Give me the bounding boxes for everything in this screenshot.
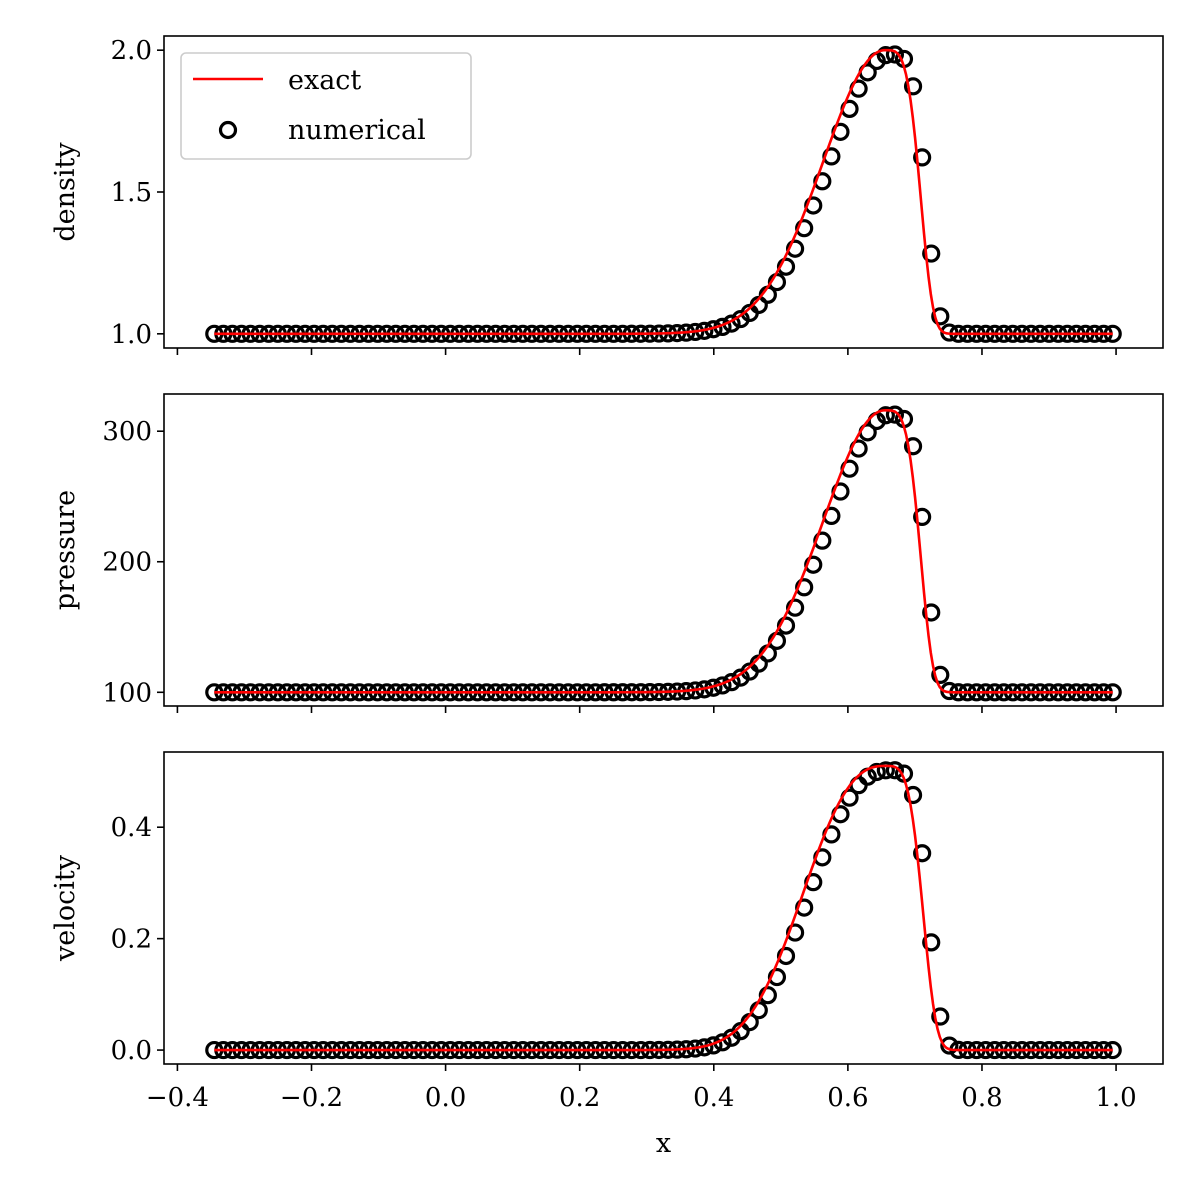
exact-line: [214, 409, 1113, 694]
numerical-point: [776, 946, 796, 966]
numerical-point: [795, 578, 814, 597]
x-tick-label: 0.2: [559, 1083, 600, 1113]
plot-area: [205, 761, 1122, 1060]
x-tick-label: 0.8: [961, 1083, 1002, 1113]
plot-area: [205, 45, 1122, 343]
numerical-point: [940, 1036, 959, 1055]
numerical-point: [922, 933, 941, 952]
numerical-point: [885, 761, 905, 780]
axes-frame: [163, 35, 1164, 349]
numerical-point: [885, 405, 905, 424]
panel-pressure: 100 200 300 pressure: [50, 393, 1164, 713]
numerical-point: [795, 219, 814, 238]
y-tick-label: 300: [102, 417, 152, 447]
x-tick-label: 0.6: [827, 1083, 868, 1113]
numerical-point: [885, 45, 905, 64]
x-tick-label: −0.2: [280, 1083, 343, 1113]
x-tick-label: 1.0: [1095, 1083, 1136, 1113]
numerical-point: [804, 196, 823, 215]
numerical-point: [767, 967, 787, 987]
x-axis-label: x: [656, 1128, 671, 1159]
y-axis-label: pressure: [50, 490, 81, 610]
plot-area: [205, 405, 1122, 702]
x-tick-label: 0.4: [693, 1083, 734, 1113]
y-tick-label: 0.0: [111, 1036, 152, 1066]
numerical-point: [758, 986, 777, 1005]
legend-exact-label: exact: [288, 65, 361, 96]
panel-velocity: 0.0 0.2 0.4 −0.4 −0.2 0.0 0.2 0.4 0.6 0.8 1.0 veloc…: [50, 751, 1164, 1113]
y-tick-label: 0.2: [111, 925, 152, 955]
y-tick-label: 0.4: [111, 813, 152, 843]
numerical-point: [903, 437, 923, 456]
numerical-point: [785, 239, 805, 258]
numerical-point: [903, 785, 923, 805]
y-tick-label: 100: [102, 678, 152, 708]
x-tick-label: −0.4: [146, 1083, 209, 1113]
numerical-point: [876, 761, 895, 780]
numerical-point: [876, 46, 895, 65]
numerical-point: [922, 244, 941, 263]
y-tick-label: 1.0: [111, 320, 152, 350]
legend: exact numerical: [180, 52, 472, 160]
y-tick-label: 1.5: [111, 178, 152, 208]
numerical-point: [913, 844, 932, 863]
numerical-point: [931, 665, 950, 684]
numerical-point: [785, 923, 805, 942]
axes-frame: [163, 751, 1164, 1065]
numerical-point: [867, 762, 886, 782]
exact-line: [214, 48, 1113, 336]
axes-frame: [163, 393, 1164, 707]
exact-line: [214, 764, 1113, 1052]
y-tick-label: 200: [102, 548, 152, 578]
panel-density: 1.0 1.5 2.0 density exact numerical: [50, 35, 1164, 355]
numerical-point: [931, 1007, 950, 1026]
y-axis-label: density: [50, 142, 81, 242]
numerical-point: [776, 257, 796, 276]
numerical-point: [913, 507, 932, 527]
legend-numerical-swatch: [218, 120, 238, 140]
x-tick-label: 0.0: [425, 1083, 466, 1113]
numerical-point: [903, 77, 923, 96]
numerical-point: [776, 616, 796, 635]
numerical-point: [922, 603, 941, 622]
numerical-point: [931, 307, 950, 326]
numerical-point: [913, 148, 932, 167]
legend-numerical-label: numerical: [288, 115, 426, 146]
numerical-point: [876, 406, 895, 425]
numerical-point: [785, 598, 805, 617]
y-axis-label: velocity: [50, 854, 81, 962]
y-tick-label: 2.0: [111, 36, 152, 66]
